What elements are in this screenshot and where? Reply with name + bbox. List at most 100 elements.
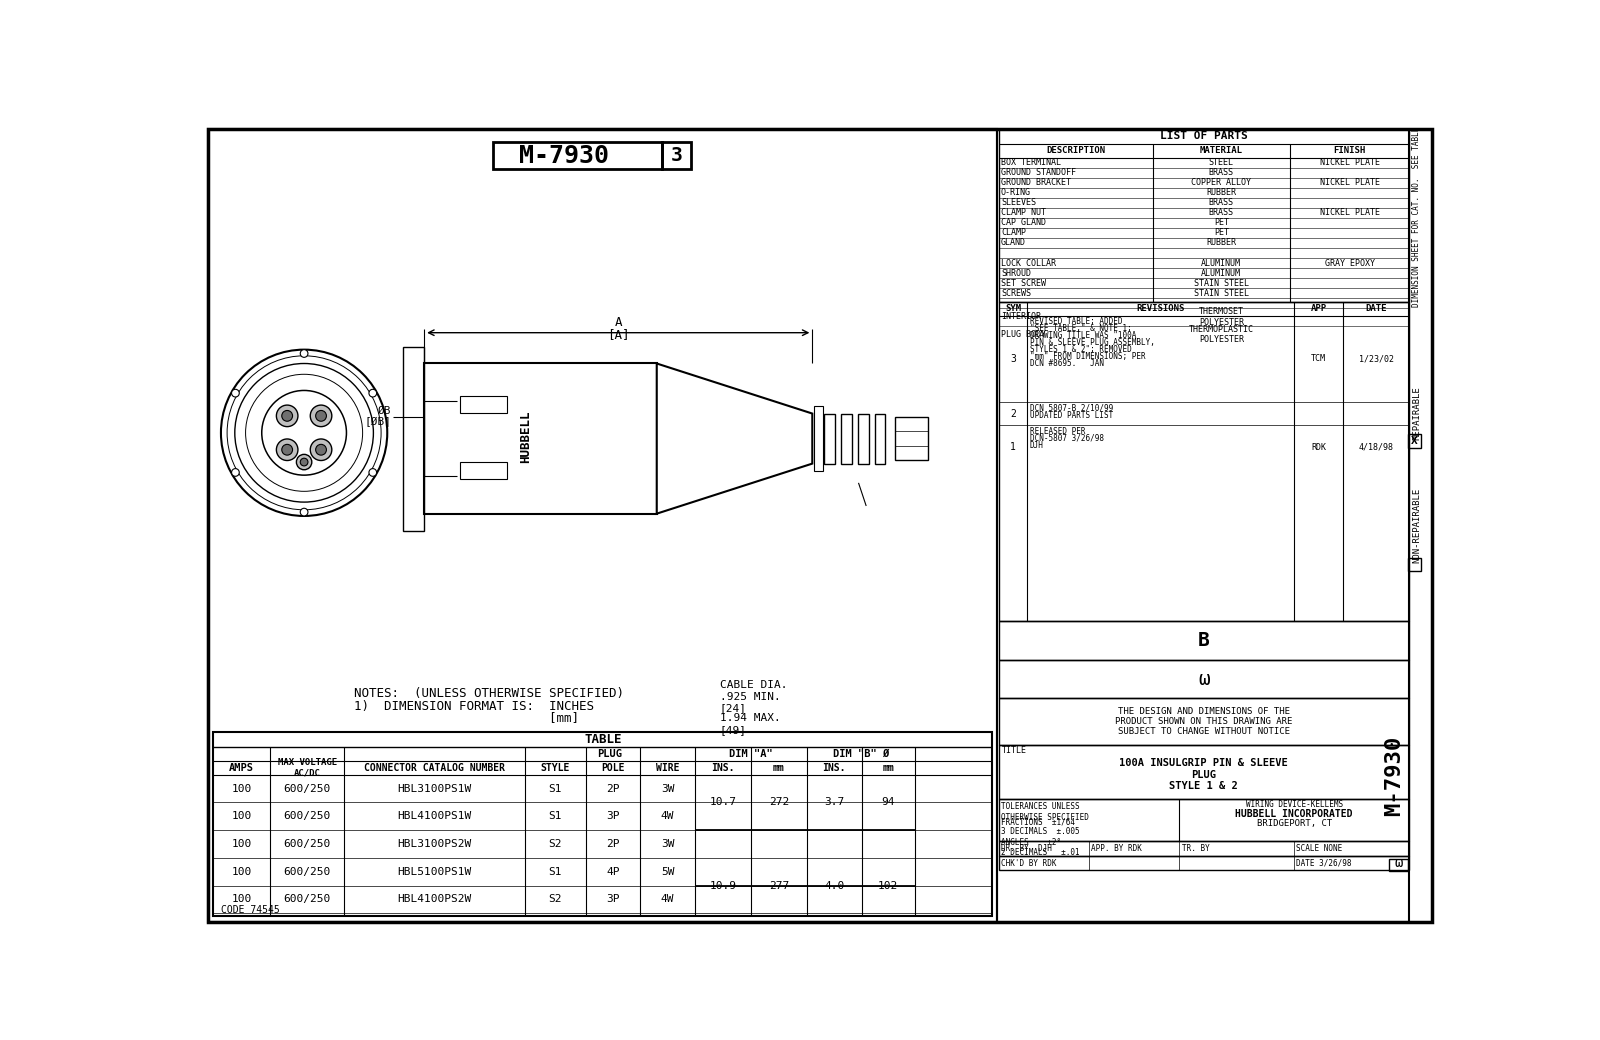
Bar (875, 414, 885, 464)
Text: BRASS: BRASS (1208, 168, 1234, 178)
Text: A: A (614, 316, 622, 330)
Text: PLUG: PLUG (597, 749, 622, 759)
Bar (824, 414, 835, 464)
Text: O-RING: O-RING (1002, 188, 1030, 198)
Bar (858, 414, 869, 464)
Text: STAIN STEEL: STAIN STEEL (1194, 288, 1248, 297)
Bar (208, 129, 997, 921)
Text: 102: 102 (878, 881, 898, 890)
Text: LOCK COLLAR: LOCK COLLAR (1002, 259, 1056, 267)
Text: TOLERANCES UNLESS
OTHERWISE SPECIFIED: TOLERANCES UNLESS OTHERWISE SPECIFIED (1002, 803, 1090, 822)
Text: CLAMP: CLAMP (1002, 229, 1026, 237)
Circle shape (277, 405, 298, 426)
Text: DATE 3/26/98: DATE 3/26/98 (1296, 859, 1352, 867)
Text: 272: 272 (770, 798, 789, 807)
Text: FINISH: FINISH (1333, 147, 1366, 155)
Text: "mm" FROM DIMENSIONS; PER: "mm" FROM DIMENSIONS; PER (1030, 353, 1146, 361)
Text: RUBBER: RUBBER (1206, 238, 1237, 248)
Text: 600/250: 600/250 (283, 866, 331, 877)
Text: CHK'D BY RDK: CHK'D BY RDK (1002, 859, 1056, 867)
Text: 600/250: 600/250 (283, 894, 331, 905)
Text: 2: 2 (1010, 409, 1016, 418)
Circle shape (370, 389, 376, 397)
Text: SYM: SYM (1005, 305, 1021, 313)
Text: SET SCREW: SET SCREW (1002, 279, 1046, 287)
Text: RUBBER: RUBBER (1206, 188, 1237, 198)
Bar (424, 364, 656, 514)
Text: STYLE: STYLE (541, 762, 570, 773)
Text: NICKEL PLATE: NICKEL PLATE (1320, 208, 1379, 217)
Text: APP: APP (1310, 305, 1326, 313)
Bar (461, 396, 507, 413)
Text: 100: 100 (232, 866, 251, 877)
Text: ω: ω (1394, 856, 1403, 870)
Text: SCREWS: SCREWS (1002, 288, 1030, 297)
Text: ØB: ØB (378, 407, 392, 416)
Text: 3W: 3W (661, 839, 674, 849)
Text: S2: S2 (549, 839, 562, 849)
Text: S1: S1 (549, 811, 562, 822)
Text: GLAND: GLAND (1002, 238, 1026, 248)
Text: HBL4100PS1W: HBL4100PS1W (397, 811, 472, 822)
Text: NICKEL PLATE: NICKEL PLATE (1320, 179, 1379, 187)
Text: 94: 94 (882, 798, 894, 807)
Text: 3P: 3P (606, 811, 619, 822)
Bar (493, 141, 662, 170)
Text: DRAWING TITLE WAS "100A: DRAWING TITLE WAS "100A (1030, 332, 1136, 340)
Text: CAP GLAND: CAP GLAND (1002, 218, 1046, 228)
Text: WIRE: WIRE (656, 762, 680, 773)
Text: HBL3100PS2W: HBL3100PS2W (397, 839, 472, 849)
Bar (998, 622, 1410, 660)
Text: NOTES:  (UNLESS OTHERWISE SPECIFIED): NOTES: (UNLESS OTHERWISE SPECIFIED) (354, 686, 624, 700)
Text: PET: PET (1214, 229, 1229, 237)
Text: DIM "A": DIM "A" (730, 749, 773, 759)
Text: 600/250: 600/250 (283, 783, 331, 794)
Text: RDK: RDK (1312, 443, 1326, 452)
Text: STYLES 1 & 2"; REMOVED: STYLES 1 & 2"; REMOVED (1030, 345, 1131, 355)
Text: CODE 74545: CODE 74545 (221, 905, 280, 915)
Text: TR. BY: TR. BY (1181, 844, 1210, 853)
Text: TCM: TCM (1312, 355, 1326, 363)
Text: 1)  DIMENSION FORMAT IS:  INCHES: 1) DIMENSION FORMAT IS: INCHES (354, 700, 594, 712)
Text: 2P: 2P (606, 839, 619, 849)
Text: 3W: 3W (661, 783, 674, 794)
Text: 1: 1 (1010, 442, 1016, 452)
Text: 600/250: 600/250 (283, 839, 331, 849)
Text: 100A INSULGRIP PIN & SLEEVE
PLUG
STYLE 1 & 2: 100A INSULGRIP PIN & SLEEVE PLUG STYLE 1… (1120, 758, 1288, 791)
Text: X: X (1411, 436, 1418, 446)
Text: LIST OF PARTS: LIST OF PARTS (1160, 131, 1248, 141)
Text: MATERIAL: MATERIAL (1200, 147, 1243, 155)
Text: REPAIRABLE: REPAIRABLE (1413, 387, 1421, 440)
Text: 100: 100 (232, 839, 251, 849)
Circle shape (296, 454, 312, 470)
Text: ALUMINUM: ALUMINUM (1202, 259, 1242, 267)
Text: INS.: INS. (822, 762, 846, 773)
Text: REVISED TABLE; ADDED: REVISED TABLE; ADDED (1030, 317, 1122, 327)
Circle shape (232, 469, 240, 476)
Bar (998, 699, 1410, 745)
Text: STAIN STEEL: STAIN STEEL (1194, 279, 1248, 287)
Text: FRACTIONS  ±1/64
3 DECIMALS  ±.005
ANGLES    ±2°
2 DECIMALS   ±.01: FRACTIONS ±1/64 3 DECIMALS ±.005 ANGLES … (1002, 817, 1080, 857)
Bar (998, 660, 1410, 699)
Text: CONNECTOR CATALOG NUMBER: CONNECTOR CATALOG NUMBER (365, 762, 506, 773)
Text: DATE: DATE (1365, 305, 1387, 313)
Bar (461, 463, 507, 479)
Text: [ØB]: [ØB] (365, 417, 392, 427)
Text: 3: 3 (1010, 354, 1016, 364)
Text: GRAY EPOXY: GRAY EPOXY (1325, 259, 1374, 267)
Circle shape (277, 439, 298, 461)
Circle shape (301, 349, 307, 358)
Text: TABLE: TABLE (584, 733, 622, 746)
Text: ALUMINUM: ALUMINUM (1202, 268, 1242, 278)
Text: NICKEL PLATE: NICKEL PLATE (1320, 158, 1379, 167)
Bar (998, 129, 1410, 302)
Text: 5W: 5W (661, 866, 674, 877)
Text: BOX TERMINAL: BOX TERMINAL (1002, 158, 1061, 167)
Text: 100: 100 (232, 811, 251, 822)
Circle shape (310, 405, 331, 426)
Text: 4P: 4P (606, 866, 619, 877)
Text: 100: 100 (232, 894, 251, 905)
Text: THE DESIGN AND DIMENSIONS OF THE
PRODUCT SHOWN ON THIS DRAWING ARE
SUBJECT TO CH: THE DESIGN AND DIMENSIONS OF THE PRODUCT… (1115, 706, 1293, 736)
Text: HBL4100PS2W: HBL4100PS2W (397, 894, 472, 905)
Text: 4.0: 4.0 (824, 881, 845, 890)
